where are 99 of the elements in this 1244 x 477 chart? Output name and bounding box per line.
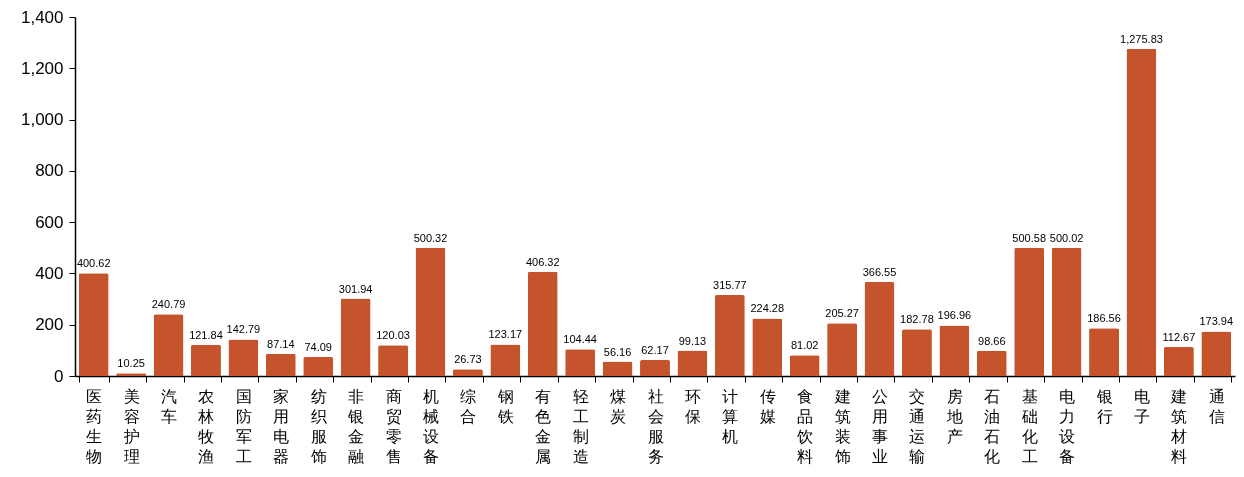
data-label: 74.09 [304, 341, 332, 353]
x-tick-label: 美容护理 [122, 387, 140, 465]
bar [939, 325, 970, 376]
x-tick-label: 房地产 [945, 387, 963, 445]
bar [303, 357, 334, 376]
y-tick-label: 400 [35, 263, 64, 283]
y-tick-label: 800 [35, 161, 64, 181]
bar [1089, 328, 1119, 376]
bar [228, 339, 259, 376]
x-tick-label: 交通运输 [909, 387, 926, 465]
x-tick-label: 环保 [684, 387, 701, 425]
data-label: 205.27 [825, 307, 859, 320]
x-tick-label: 公用事业 [872, 387, 889, 465]
x-tick-label: 国防军工 [235, 387, 252, 465]
bar [527, 271, 558, 376]
x-tick-label: 机械设备 [422, 387, 439, 465]
y-tick-label: 0 [54, 366, 64, 386]
bar [340, 298, 371, 376]
y-tick-label: 200 [35, 315, 64, 335]
bar [1126, 48, 1157, 376]
data-label: 315.77 [713, 279, 747, 292]
data-label: 301.94 [338, 282, 373, 295]
bar [901, 329, 932, 376]
y-tick-label: 1,200 [20, 58, 64, 78]
x-tick-label: 传媒 [759, 387, 776, 425]
x-tick-label: 电子 [1133, 387, 1150, 425]
data-label: 98.66 [978, 334, 1006, 347]
bar [265, 353, 296, 376]
data-label: 62.17 [641, 344, 669, 357]
x-tick-label: 通信 [1208, 387, 1225, 425]
data-label: 112.67 [1162, 331, 1196, 344]
data-label: 121.84 [189, 328, 223, 341]
bar [827, 323, 858, 376]
x-tick-label: 煤炭 [610, 387, 627, 425]
bar [490, 344, 521, 376]
x-tick-label: 农林牧渔 [197, 387, 215, 465]
data-label: 173.94 [1199, 315, 1234, 328]
bar [378, 345, 409, 376]
bar [640, 360, 670, 376]
x-tick-label: 汽车 [161, 387, 178, 425]
bar [1051, 247, 1082, 376]
data-label: 500.58 [1012, 231, 1047, 244]
data-label: 56.16 [603, 345, 632, 358]
x-tick-label: 基础化工 [1020, 387, 1038, 465]
x-tick-label: 综合 [460, 387, 477, 425]
x-tick-label: 建筑材料 [1170, 387, 1188, 465]
bar [78, 273, 109, 376]
x-tick-label: 社会服务 [647, 387, 664, 465]
data-label: 99.13 [678, 334, 707, 347]
data-label: 1,275.83 [1120, 32, 1163, 45]
data-label: 26.73 [454, 353, 482, 366]
bar [976, 350, 1007, 376]
x-tick-label: 食品饮料 [796, 387, 814, 465]
data-label: 366.55 [862, 266, 897, 279]
bar [1014, 247, 1045, 376]
bar [789, 355, 820, 376]
data-label: 81.02 [790, 339, 819, 352]
bar [714, 295, 745, 376]
data-label: 186.56 [1087, 312, 1121, 325]
data-label: 500.32 [413, 231, 448, 244]
data-label: 87.14 [267, 337, 295, 350]
data-label: 123.17 [488, 328, 523, 341]
x-tick-label: 非银金融 [347, 387, 365, 465]
bar [191, 344, 221, 376]
bar [565, 349, 596, 376]
data-label: 500.02 [1049, 231, 1084, 244]
bar [1201, 331, 1232, 376]
x-tick-label: 计算机 [722, 387, 739, 445]
bar [415, 247, 446, 376]
x-tick-label: 银行 [1095, 387, 1113, 425]
y-tick-label: 1,000 [20, 110, 64, 130]
data-label: 224.28 [750, 302, 785, 315]
data-label: 104.44 [563, 333, 597, 346]
x-tick-label: 纺织服饰 [309, 387, 327, 465]
data-label: 240.79 [151, 298, 186, 311]
x-tick-label: 石油石化 [984, 387, 1001, 465]
bar [1163, 347, 1194, 376]
bar [602, 361, 633, 376]
data-label: 400.62 [76, 257, 111, 270]
y-tick-label: 600 [35, 212, 64, 232]
x-tick-label: 商贸零售 [385, 387, 402, 465]
x-tick-label: 有色金属 [535, 387, 552, 465]
x-tick-label: 电力设备 [1059, 387, 1076, 465]
data-label: 120.03 [376, 329, 410, 342]
data-label: 406.32 [525, 255, 560, 268]
bar [153, 314, 184, 376]
x-tick-label: 轻工制造 [572, 387, 589, 465]
data-label: 10.25 [117, 357, 145, 370]
data-label: 142.79 [226, 323, 261, 336]
data-label: 196.96 [937, 309, 972, 322]
x-tick-label: 钢铁 [496, 387, 514, 425]
data-label: 182.78 [900, 313, 934, 326]
bar [677, 350, 708, 376]
x-tick-label: 医药生物 [86, 387, 103, 465]
x-tick-label: 建筑装饰 [833, 387, 851, 465]
x-tick-label: 家用电器 [273, 387, 290, 465]
y-tick-label: 1,400 [20, 7, 64, 27]
bar [864, 282, 895, 376]
bar [752, 318, 783, 376]
